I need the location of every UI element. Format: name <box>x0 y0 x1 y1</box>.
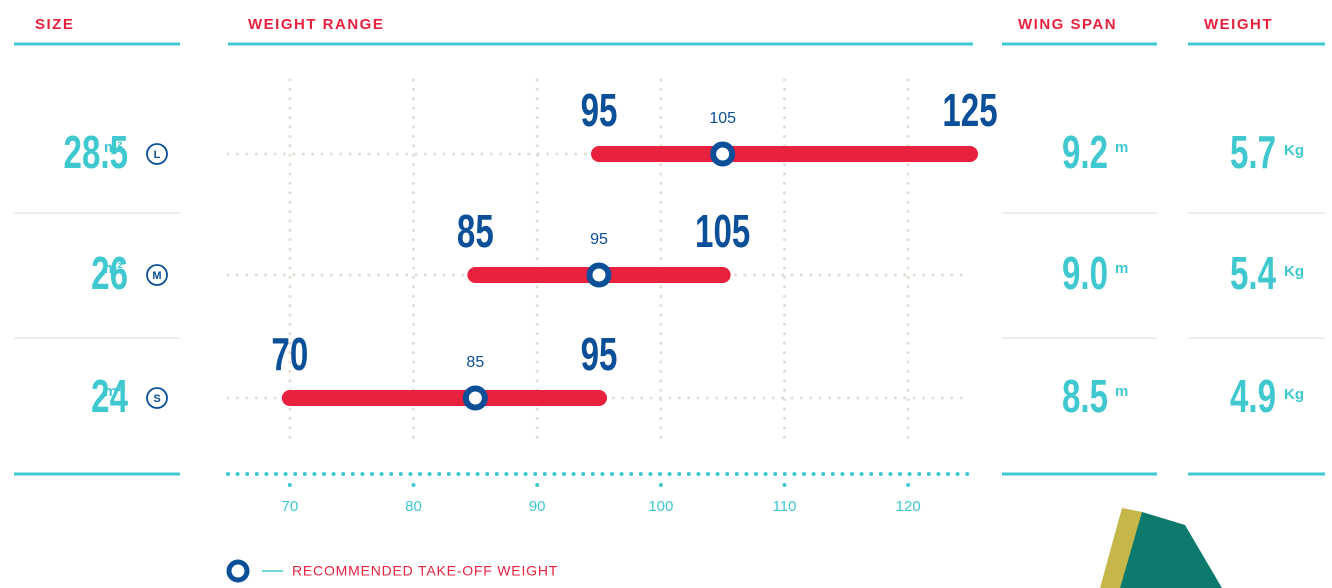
weight-value: 5.4 <box>1230 249 1277 299</box>
tick-mark <box>783 483 787 487</box>
x-tick-label: 110 <box>773 498 797 515</box>
recommended-marker <box>590 266 609 285</box>
tick-mark <box>535 483 539 487</box>
header-size: SIZE <box>35 16 74 33</box>
tick-mark <box>659 483 663 487</box>
size-letter: M <box>152 270 161 282</box>
weight-unit: Kg <box>1284 142 1304 159</box>
size-unit: m² <box>104 383 122 400</box>
recommended-marker <box>713 145 732 164</box>
wing-span-unit: m <box>1115 139 1128 156</box>
wing-span-value-group: 9.2 <box>1062 128 1108 178</box>
header-weight: WEIGHT <box>1204 16 1273 33</box>
low-label: 95 <box>581 86 618 136</box>
wing-span-value-group: 9.0 <box>1062 249 1108 299</box>
wing-span-unit: m <box>1115 383 1128 400</box>
wing-span-unit: m <box>1115 260 1128 277</box>
infographic: SIZE WEIGHT RANGE WING SPAN WEIGHT RECOM… <box>0 0 1332 588</box>
header-rules <box>14 44 1325 474</box>
weight-value: 5.7 <box>1230 128 1276 178</box>
high-label-group: 95 <box>581 330 618 380</box>
legend-marker <box>229 562 247 580</box>
wing-span-value-group: 8.5 <box>1062 372 1108 422</box>
size-unit: m² <box>104 139 122 156</box>
weight-unit: Kg <box>1284 263 1304 280</box>
recommended-label: 85 <box>466 354 484 371</box>
size-unit: m² <box>104 260 122 277</box>
wing-span-value: 9.2 <box>1062 128 1108 178</box>
header-wing-span: WING SPAN <box>1018 16 1117 33</box>
weight-value-group: 5.7 <box>1230 128 1276 178</box>
high-label: 125 <box>942 86 997 136</box>
low-label-group: 95 <box>581 86 618 136</box>
low-label: 70 <box>271 330 308 380</box>
weight-value-group: 5.4 <box>1230 249 1277 299</box>
x-tick-label: 70 <box>281 498 298 515</box>
high-label-group: 105 <box>695 207 750 257</box>
high-label: 105 <box>695 207 750 257</box>
weight-value: 4.9 <box>1230 372 1276 422</box>
tick-mark <box>906 483 910 487</box>
recommended-marker <box>466 389 485 408</box>
weight-unit: Kg <box>1284 386 1304 403</box>
x-tick-label: 90 <box>529 498 546 515</box>
wing-span-value: 8.5 <box>1062 372 1108 422</box>
size-letter: L <box>154 149 161 161</box>
low-label: 85 <box>457 207 494 257</box>
low-label-group: 85 <box>457 207 494 257</box>
x-tick-label: 120 <box>896 498 921 515</box>
size-letter: S <box>153 393 160 405</box>
wing-span-value: 9.0 <box>1062 249 1108 299</box>
x-tick-label: 100 <box>648 498 673 515</box>
header-weight-range: WEIGHT RANGE <box>248 16 384 33</box>
tick-mark <box>288 483 292 487</box>
recommended-label: 95 <box>590 231 608 248</box>
x-tick-label: 80 <box>405 498 422 515</box>
high-label: 95 <box>581 330 618 380</box>
weight-value-group: 4.9 <box>1230 372 1276 422</box>
low-label-group: 70 <box>271 330 308 380</box>
legend-label: RECOMMENDED TAKE-OFF WEIGHT <box>292 563 558 579</box>
tick-mark <box>412 483 416 487</box>
recommended-label: 105 <box>709 110 736 127</box>
high-label-group: 125 <box>942 86 997 136</box>
